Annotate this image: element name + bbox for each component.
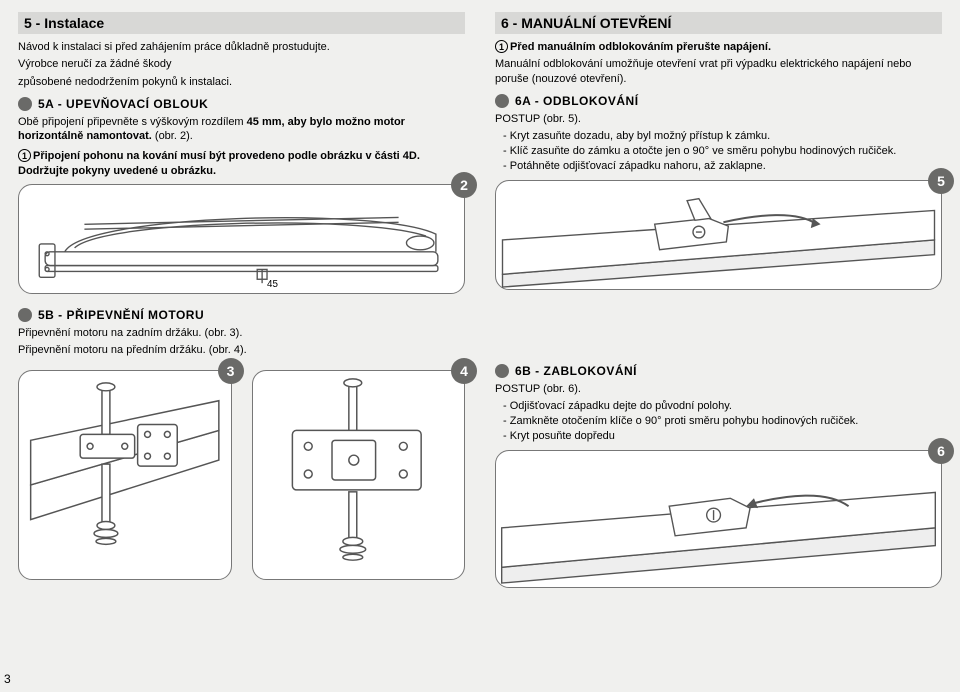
figure-5: 5 bbox=[495, 180, 942, 290]
figure-5-badge: 5 bbox=[928, 168, 954, 194]
section-6-header: 6 - MANUÁLNÍ OTEVŘENÍ bbox=[495, 12, 942, 34]
figure-6: 6 bbox=[495, 450, 942, 588]
text-5a-1: Obě připojení připevněte s výškovým rozd… bbox=[18, 115, 465, 144]
figure-2: 2 45 bbox=[18, 184, 465, 294]
figure-6-badge: 6 bbox=[928, 438, 954, 464]
bullet-icon bbox=[18, 97, 32, 111]
figure-4: 4 bbox=[252, 370, 466, 580]
fig2-dim-label: 45 bbox=[267, 279, 278, 290]
figure-2-badge: 2 bbox=[451, 172, 477, 198]
sub-6a-title: 6A - ODBLOKOVÁNÍ bbox=[515, 94, 639, 108]
section-5-header: 5 - Instalace bbox=[18, 12, 465, 34]
intro-line-1: Návod k instalaci si před zahájením prác… bbox=[18, 40, 465, 54]
figure-3: 3 bbox=[18, 370, 232, 580]
page-number: 3 bbox=[4, 672, 11, 686]
bullet-icon bbox=[495, 94, 509, 108]
text-5b-1: Připevnění motoru na zadním držáku. (obr… bbox=[18, 326, 942, 340]
text-6-intro: Manuální odblokování umožňuje otevření v… bbox=[495, 57, 942, 86]
text-5b-2: Připevnění motoru na předním držáku. (ob… bbox=[18, 343, 942, 357]
sub-5a-title: 5A - UPEVŇOVACÍ OBLOUK bbox=[38, 97, 208, 111]
postup-5-label: POSTUP (obr. 5). bbox=[495, 112, 942, 126]
sub-6b-title: 6B - ZABLOKOVÁNÍ bbox=[515, 364, 637, 378]
intro-line-2: Výrobce neručí za žádné škody bbox=[18, 57, 465, 71]
figure-4-badge: 4 bbox=[451, 358, 477, 384]
figure-3-badge: 3 bbox=[218, 358, 244, 384]
note-5a: 1Připojení pohonu na kování musí být pro… bbox=[18, 149, 465, 178]
bullet-icon bbox=[495, 364, 509, 378]
list-6a: Kryt zasuňte dozadu, aby byl možný příst… bbox=[495, 129, 942, 174]
note-6: 1Před manuálním odblokováním přerušte na… bbox=[495, 40, 942, 54]
intro-line-3: způsobené nedodržením pokynů k instalaci… bbox=[18, 75, 465, 89]
bullet-icon bbox=[18, 308, 32, 322]
sub-5b-title: 5B - PŘIPEVNĚNÍ MOTORU bbox=[38, 308, 204, 322]
postup-6-label: POSTUP (obr. 6). bbox=[495, 382, 942, 396]
list-6b: Odjišťovací západku dejte do původní pol… bbox=[495, 399, 942, 444]
